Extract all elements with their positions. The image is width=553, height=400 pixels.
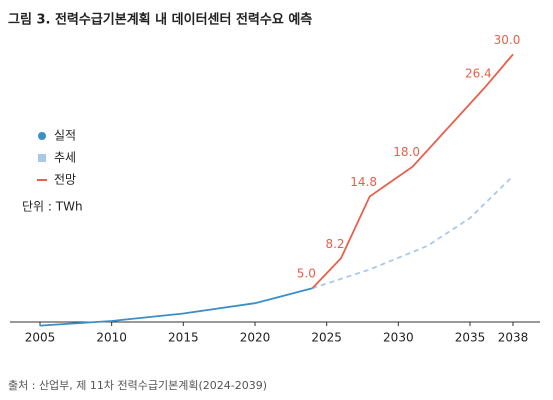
legend-swatch xyxy=(38,132,46,140)
value-label: 8.2 xyxy=(325,237,344,251)
x-tick-label: 2035 xyxy=(455,331,486,345)
value-label: 30.0 xyxy=(494,33,521,47)
value-label: 14.8 xyxy=(350,175,377,189)
legend-label: 실적 xyxy=(54,129,76,143)
x-tick-label: 2010 xyxy=(96,331,127,345)
x-tick-label: 2015 xyxy=(168,331,199,345)
x-tick-label: 2005 xyxy=(25,331,56,345)
value-label: 26.4 xyxy=(465,67,492,81)
series-line xyxy=(312,175,514,290)
value-label: 18.0 xyxy=(393,145,420,159)
legend-label: 추세 xyxy=(54,151,76,165)
chart-title: 그림 3. 전력수급기본계획 내 데이터센터 전력수요 예측 xyxy=(8,12,312,28)
series-line xyxy=(311,53,514,289)
legend-label: 전망 xyxy=(54,173,76,187)
source: 출처 : 산업부, 제 11차 전력수급기본계획(2024-2039) xyxy=(8,379,267,392)
legend-swatch xyxy=(38,154,46,162)
x-tick-label: 2020 xyxy=(240,331,271,345)
x-tick-label: 2025 xyxy=(311,331,342,345)
x-tick-label: 2038 xyxy=(498,331,529,345)
series-line xyxy=(39,287,313,327)
unit-label: 단위 : TWh xyxy=(22,200,83,214)
value-label: 5.0 xyxy=(297,267,316,281)
x-tick-label: 2030 xyxy=(383,331,414,345)
